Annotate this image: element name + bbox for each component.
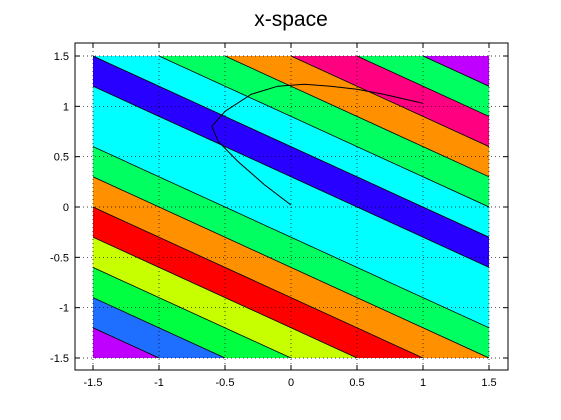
x-tick-label: 1.5 — [481, 377, 496, 389]
contour-line — [93, 267, 292, 358]
y-tick-label: 0 — [63, 202, 69, 214]
x-tick-label: -1.5 — [84, 377, 103, 389]
contour-band — [93, 56, 489, 268]
contour-line — [93, 206, 424, 358]
y-tick-label: -1 — [59, 303, 69, 315]
x-tick-label: 1 — [420, 377, 426, 389]
y-tick-label: 1.5 — [54, 51, 69, 63]
trajectory-layer — [211, 83, 424, 206]
x-tick-label: 0.5 — [349, 377, 364, 389]
contour-line — [224, 56, 489, 178]
contour-line — [158, 56, 489, 208]
contour-band — [93, 146, 489, 358]
x-tick-label: 0 — [288, 377, 294, 389]
chart-title: x-space — [254, 8, 328, 31]
y-tick-label: -1.5 — [50, 353, 69, 365]
contour-line — [290, 56, 489, 147]
contour-line — [93, 236, 358, 358]
y-tick-label: 0.5 — [54, 152, 69, 164]
y-tick-label: -0.5 — [50, 252, 69, 264]
axes-frame: -1.5 -1 -0.5 0 0.5 1 1.5 -1.5 -1 -0.5 0 0.5 1 1.5 — [50, 42, 509, 389]
y-tick-label: 1 — [63, 101, 69, 113]
contour-line — [93, 327, 160, 358]
trajectory-line — [211, 83, 424, 206]
contour-line — [93, 146, 489, 329]
contour-line — [422, 56, 489, 87]
contour-line — [93, 85, 489, 268]
x-tick-label: -0.5 — [216, 377, 235, 389]
x-tick-label: -1 — [154, 377, 164, 389]
